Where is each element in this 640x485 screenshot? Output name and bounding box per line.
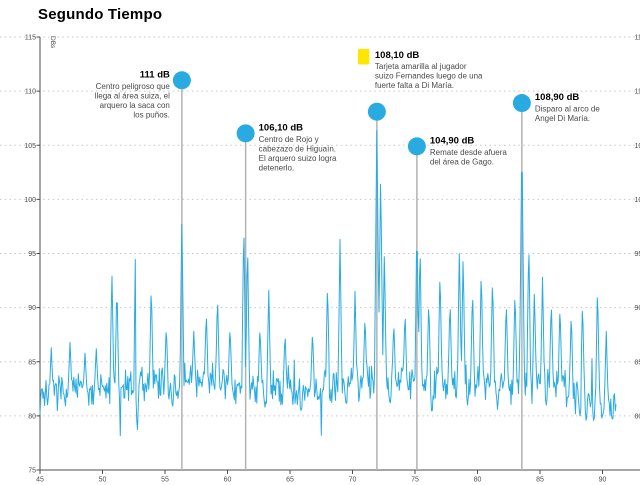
- y-axis-label-right: 100: [635, 197, 640, 204]
- event-value-label: 111 dB: [140, 69, 170, 80]
- x-axis-label: 50: [99, 477, 107, 484]
- x-axis-label: 75: [411, 477, 419, 484]
- y-axis-label-right: 85: [635, 359, 640, 366]
- event-value-label: 104,90 dB: [430, 135, 474, 146]
- y-axis-label-right: 80: [635, 413, 640, 420]
- event-value-label: 106,10 dB: [259, 122, 303, 133]
- event-description-line: arquero la saca con: [100, 101, 170, 110]
- y-axis-label-right: 110: [635, 89, 640, 96]
- y-axis-label-right: 95: [635, 251, 640, 258]
- event-marker-circle: [407, 137, 426, 156]
- event-description-line: fuerte falta a Di María.: [375, 81, 454, 90]
- y-axis-label-right: 105: [635, 143, 640, 150]
- page-title: Segundo Tiempo: [38, 6, 163, 23]
- event-description-line: Tarjeta amarilla al jugador: [375, 62, 467, 71]
- event-value-label: 108,10 dB: [375, 50, 419, 61]
- y-axis-label: 110: [25, 89, 36, 96]
- y-axis-label: 105: [24, 143, 36, 150]
- x-axis-label: 60: [224, 477, 232, 484]
- y-axis-label-right: 115: [635, 35, 640, 42]
- y-axis-label: 95: [28, 251, 36, 258]
- event-description-line: los puños.: [133, 110, 169, 119]
- y-axis-label: 85: [28, 359, 36, 366]
- event-description-line: Centro de Rojo y: [259, 135, 319, 144]
- event-marker-circle: [512, 94, 531, 113]
- y-axis-label: 90: [28, 305, 36, 312]
- yellow-card-icon: [357, 49, 370, 65]
- event-description-line: Remate desde afuera: [430, 148, 507, 157]
- event-description-line: del área de Gago.: [430, 157, 494, 166]
- event-marker-circle: [236, 124, 255, 143]
- event-marker-circle: [367, 102, 386, 121]
- x-axis-label: 80: [474, 477, 482, 484]
- event-description-line: Disparo al arco de: [535, 105, 600, 114]
- event-description-line: El arquero suizo logra: [259, 154, 337, 163]
- x-axis-label: 90: [599, 477, 607, 484]
- noise-waveform: [39, 130, 617, 437]
- event-description-line: Angel Di María.: [535, 114, 590, 123]
- x-axis-label: 55: [161, 477, 169, 484]
- x-axis-label: 45: [36, 477, 44, 484]
- y-axis-label: 75: [28, 468, 36, 475]
- db-axis-title: DBs: [49, 36, 56, 49]
- y-axis-label: 100: [24, 197, 36, 204]
- event-description-line: suizo Fernandes luego de una: [375, 72, 483, 81]
- x-axis-label: 70: [349, 477, 357, 484]
- event-value-label: 108,90 dB: [535, 92, 579, 103]
- y-axis-label: 115: [25, 35, 36, 42]
- y-axis-label: 80: [28, 413, 36, 420]
- event-description-line: cabezazo de Higuaín.: [259, 144, 336, 153]
- x-axis-label: 85: [536, 477, 544, 484]
- event-marker-circle: [172, 71, 191, 90]
- event-description-line: detenerlo.: [259, 163, 295, 172]
- event-description-line: llega al área suiza, el: [95, 91, 170, 100]
- y-axis-label-right: 90: [635, 305, 640, 312]
- event-description-line: Centro peligroso que: [96, 82, 171, 91]
- x-axis-label: 65: [286, 477, 294, 484]
